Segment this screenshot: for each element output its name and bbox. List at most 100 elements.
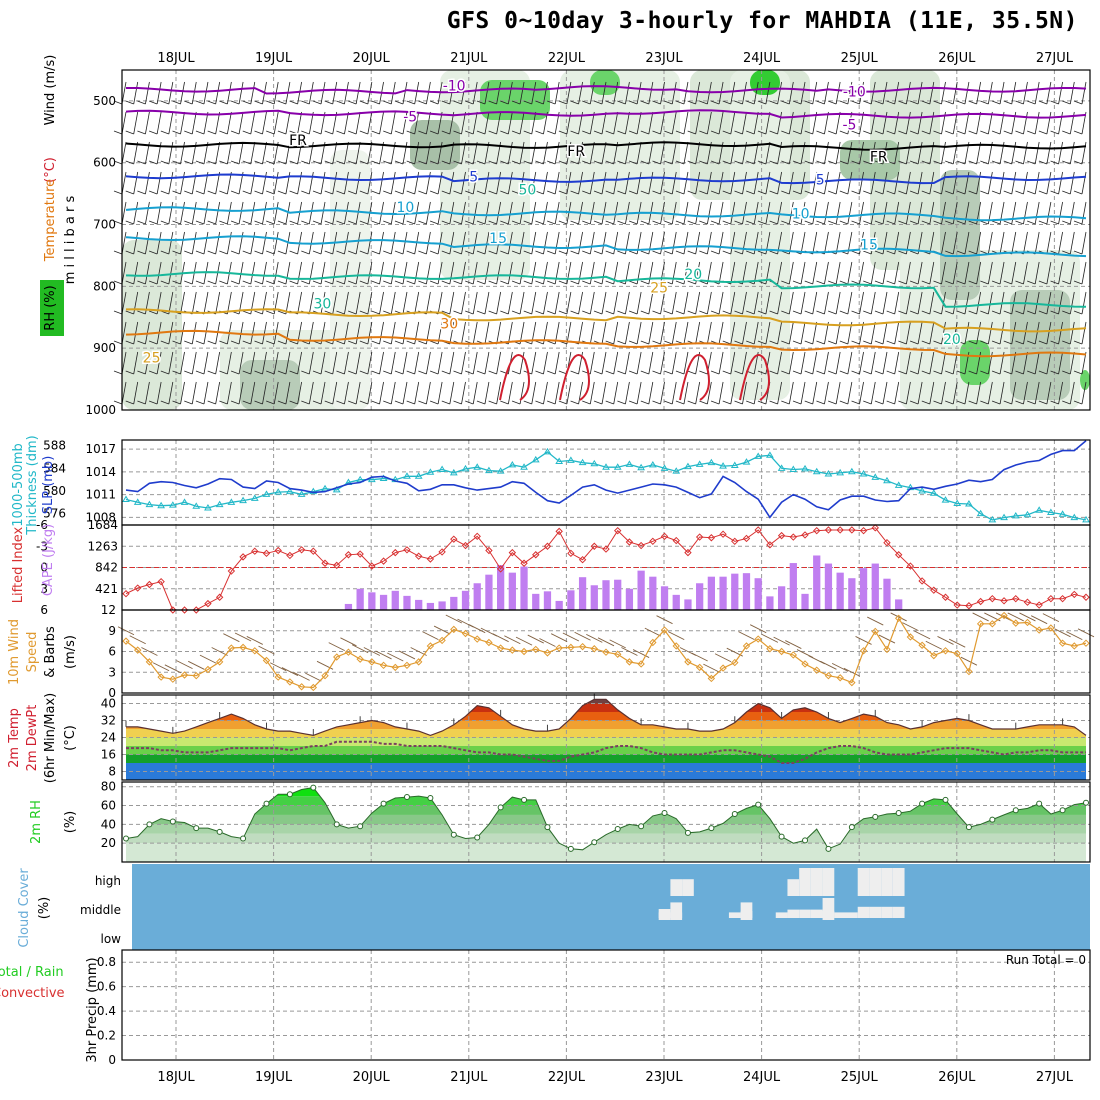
upper-wind-barb-flag bbox=[945, 250, 954, 255]
upper-wind-barb bbox=[671, 351, 677, 375]
upper-wind-barb-flag bbox=[980, 400, 989, 405]
thickness-point bbox=[648, 460, 657, 468]
upper-wind-barb-flag bbox=[418, 130, 427, 135]
upper-wind-barb-flag bbox=[722, 220, 731, 225]
upper-wind-barb bbox=[543, 201, 548, 225]
li-point bbox=[321, 559, 329, 567]
upper-wind-barb-flag bbox=[582, 250, 591, 255]
wind-barb bbox=[1054, 628, 1071, 638]
upper-wind-barb-flag bbox=[266, 250, 275, 255]
upper-wind-barb-flag bbox=[851, 340, 860, 345]
upper-wind-barb bbox=[1081, 291, 1087, 315]
upper-wind-barb-flag bbox=[769, 190, 778, 195]
upper-wind-barb-flag bbox=[511, 400, 521, 405]
slp-tick-label: 1008 bbox=[85, 510, 116, 524]
thickness-point bbox=[426, 468, 435, 475]
upper-wind-barb-flag bbox=[605, 100, 614, 105]
upper-wind-barb-flag bbox=[675, 400, 685, 405]
upper-wind-barb bbox=[601, 381, 607, 405]
upper-wind-barb-flag bbox=[394, 250, 404, 255]
upper-wind-barb-flag bbox=[277, 220, 287, 225]
upper-wind-barb-flag bbox=[757, 220, 767, 225]
upper-wind-barb bbox=[683, 111, 689, 135]
wind-point bbox=[602, 648, 610, 656]
li-ylabel: Lifted Index bbox=[11, 526, 26, 603]
upper-wind-barb bbox=[894, 321, 900, 345]
thickness-point bbox=[1023, 510, 1032, 518]
upper-wind-barb bbox=[929, 231, 935, 255]
li-point bbox=[204, 599, 212, 608]
upper-wind-barb-flag bbox=[441, 130, 450, 135]
upper-wind-barb-flag bbox=[289, 220, 298, 225]
upper-wind-barb bbox=[870, 141, 876, 165]
upper-wind-barb-flag bbox=[254, 220, 263, 225]
upper-wind-barb bbox=[1023, 381, 1028, 405]
upper-wind-barb-flag bbox=[277, 160, 287, 165]
upper-wind-barb-flag bbox=[219, 220, 228, 225]
upper-wind-barb bbox=[379, 291, 384, 315]
thickness-point bbox=[485, 466, 493, 474]
upper-wind-barb-flag bbox=[804, 400, 813, 405]
upper-wind-barb bbox=[589, 381, 595, 405]
upper-wind-barb bbox=[156, 201, 162, 225]
contour-label: 20 bbox=[943, 332, 961, 348]
upper-wind-barb-flag bbox=[207, 370, 216, 375]
upper-wind-barb-flag bbox=[1038, 130, 1048, 135]
upper-wind-barb-flag bbox=[184, 220, 193, 225]
upper-wind-barb-flag bbox=[1038, 100, 1048, 105]
upper-wind-barb-flag bbox=[710, 160, 720, 165]
upper-ylabel: m i l l i b a r s bbox=[63, 196, 78, 285]
contour-label: 10 bbox=[792, 206, 810, 222]
upper-wind-barb-flag bbox=[195, 280, 205, 285]
upper-wind-barb bbox=[625, 81, 630, 105]
upper-wind-barb-flag bbox=[792, 280, 802, 285]
upper-wind-barb-flag bbox=[348, 340, 357, 345]
cloud-cell bbox=[740, 911, 753, 918]
upper-wind-barb-flag bbox=[312, 250, 322, 255]
upper-wind-barb-flag bbox=[441, 400, 450, 405]
upper-wind-barb-flag bbox=[1073, 160, 1083, 165]
upper-wind-barb bbox=[788, 321, 794, 345]
upper-wind-barb bbox=[133, 231, 139, 255]
upper-wind-barb bbox=[976, 111, 982, 135]
upper-wind-barb-flag bbox=[336, 190, 345, 195]
upper-wind-barb-flag bbox=[593, 400, 603, 405]
wind-barb bbox=[340, 637, 357, 647]
cloud-cell bbox=[822, 898, 835, 920]
upper-wind-barb bbox=[543, 141, 548, 165]
upper-wind-barb-flag bbox=[617, 190, 626, 195]
upper-wind-barb-flag bbox=[535, 280, 544, 285]
upper-wind-barb-flag bbox=[909, 400, 919, 405]
upper-wind-barb-flag bbox=[816, 220, 825, 225]
upper-wind-barb bbox=[203, 291, 209, 315]
upper-wind-barb bbox=[905, 291, 911, 315]
wind-point bbox=[251, 647, 259, 655]
upper-wind-barb-flag bbox=[125, 220, 134, 225]
upper-wind-barb-flag bbox=[207, 220, 216, 225]
temp-frame bbox=[121, 694, 1091, 781]
upper-wind-barb-flag bbox=[652, 160, 661, 165]
pressure-tick-label: 600 bbox=[93, 156, 116, 170]
upper-wind-barb-flag bbox=[652, 400, 661, 405]
wind-barb bbox=[902, 622, 919, 632]
upper-wind-barb-flag bbox=[816, 130, 825, 135]
upper-wind-barb bbox=[589, 231, 595, 255]
upper-wind-barb-flag bbox=[453, 220, 462, 225]
upper-wind-barb bbox=[543, 351, 548, 375]
upper-wind-barb bbox=[1023, 261, 1028, 285]
upper-wind-barb bbox=[800, 261, 806, 285]
li-point bbox=[532, 551, 540, 559]
temp-band bbox=[126, 712, 1086, 721]
upper-wind-barb-flag bbox=[652, 100, 661, 105]
upper-wind-barb bbox=[660, 81, 665, 105]
li-point bbox=[543, 542, 552, 550]
upper-wind-barb-flag bbox=[757, 250, 767, 255]
upper-wind-barb-flag bbox=[172, 370, 181, 375]
upper-wind-barb-flag bbox=[1073, 100, 1083, 105]
upper-wind-barb-flag bbox=[1073, 130, 1083, 135]
wind-barb bbox=[586, 633, 603, 643]
upper-wind-barb bbox=[718, 321, 724, 345]
thickness-point bbox=[192, 502, 201, 509]
upper-wind-barb bbox=[683, 81, 689, 105]
upper-wind-barb-flag bbox=[874, 340, 884, 345]
